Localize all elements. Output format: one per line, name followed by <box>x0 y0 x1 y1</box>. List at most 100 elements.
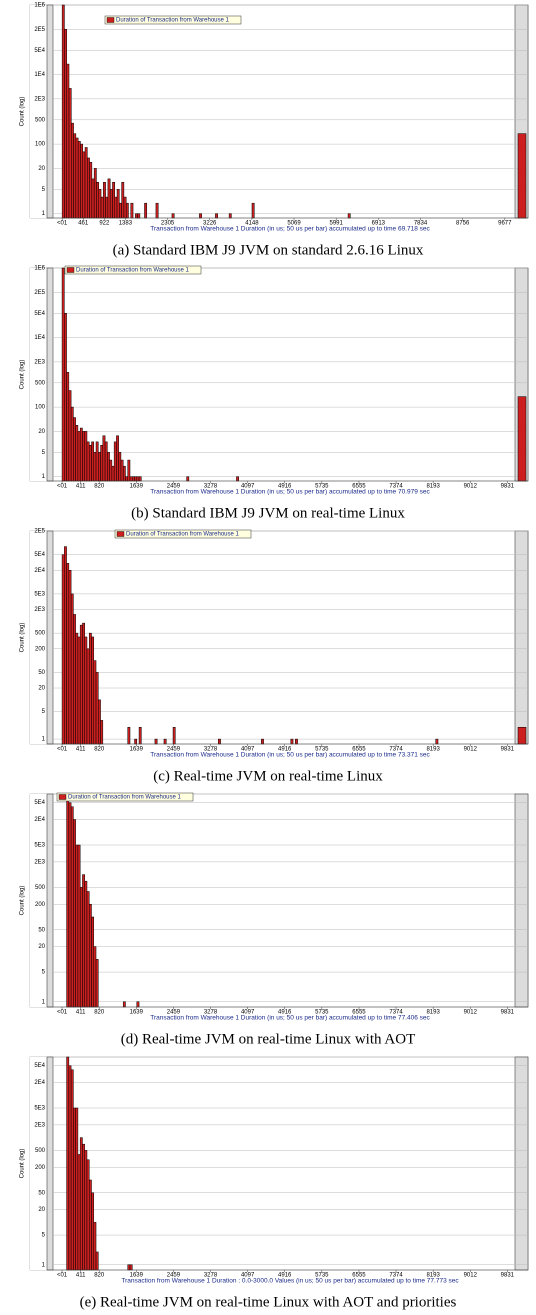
legend-label: Duration of Transaction from Warehouse 1 <box>116 18 229 24</box>
bar <box>84 147 88 219</box>
left-band <box>30 794 47 1007</box>
x-tick-label: 4916 <box>278 1273 292 1279</box>
bar <box>82 622 85 745</box>
bar <box>91 441 95 482</box>
bar <box>98 189 102 219</box>
y-tick-label: 5E3 <box>34 1106 45 1112</box>
x-axis-label: Transaction from Warehouse 1 Duration (i… <box>150 226 430 233</box>
plot-area <box>29 267 529 482</box>
y-tick-label: 100 <box>35 405 46 411</box>
legend-swatch <box>66 267 75 273</box>
x-tick-label: 4916 <box>278 747 292 753</box>
bar <box>127 1264 131 1271</box>
y-tick-label: 5E4 <box>34 1063 45 1069</box>
bar <box>77 431 81 482</box>
x-tick-label: <01 <box>57 221 68 227</box>
x-tick-label: 4097 <box>241 1010 255 1016</box>
x-tick-label: 2459 <box>167 484 181 490</box>
plot-area <box>29 793 529 1008</box>
bar <box>79 887 83 1008</box>
bar <box>86 891 90 1008</box>
bar <box>118 452 122 482</box>
bar <box>199 213 202 219</box>
y-tick-label: 5E4 <box>34 552 45 558</box>
bar <box>136 476 140 482</box>
caption: (d) Real-time JVM on real-time Linux wit… <box>121 1031 416 1047</box>
bar <box>172 727 176 745</box>
bar <box>163 738 167 745</box>
bar <box>77 1154 81 1271</box>
y-tick-label: 1 <box>42 211 46 217</box>
x-tick-label: 9831 <box>501 1273 515 1279</box>
bar <box>95 672 99 745</box>
x-tick-label: 1639 <box>130 747 144 753</box>
y-tick-label: 20 <box>38 166 45 172</box>
x-tick-label: 3226 <box>203 221 217 227</box>
bar <box>73 819 76 1008</box>
x-tick-label: 4097 <box>241 1273 255 1279</box>
y-tick-label: 2E3 <box>34 859 45 865</box>
y-tick-label: 1E4 <box>34 72 45 78</box>
bar <box>70 806 74 1008</box>
bar <box>155 202 159 219</box>
x-tick-label: 3278 <box>204 1010 218 1016</box>
x-tick-label: 3278 <box>204 484 218 490</box>
overflow-band <box>514 793 529 1008</box>
x-tick-label: 7374 <box>389 747 403 753</box>
x-tick-label: 6555 <box>352 1273 366 1279</box>
left-gray-band <box>46 4 54 219</box>
y-tick-label: 2E4 <box>34 1080 45 1086</box>
y-tick-label: 5E4 <box>34 48 45 54</box>
y-tick-label: 2E5 <box>34 529 45 535</box>
y-tick-label: 500 <box>35 1148 46 1154</box>
bar <box>73 1107 76 1271</box>
bar <box>73 133 77 219</box>
bar <box>64 29 67 219</box>
bar <box>70 593 74 745</box>
plot-area <box>29 530 529 745</box>
bar <box>290 738 294 745</box>
x-tick-label: 5069 <box>287 221 301 227</box>
y-tick-label: 50 <box>38 1190 45 1196</box>
x-tick-label: 2459 <box>167 1273 181 1279</box>
x-tick-label: 8756 <box>456 221 470 227</box>
left-gray-band <box>46 1056 54 1271</box>
x-tick-label: 411 <box>76 484 86 490</box>
x-tick-label: 9831 <box>501 484 515 490</box>
bar <box>93 1222 97 1271</box>
x-tick-label: 1383 <box>119 221 133 227</box>
y-axis-label: Count (log) <box>20 886 26 916</box>
bar <box>91 916 95 1008</box>
bar <box>125 202 129 219</box>
chart-panel: Count (log) 1 5 20 50 200 500 2E3 5E3 2E4 5E4 <01 41… <box>20 792 529 1047</box>
x-tick-label: 4148 <box>245 221 259 227</box>
chart-panel: Count (log) 1 5 20 50 200 500 2E3 5E3 2E4 5E4 <01 41… <box>20 1056 529 1310</box>
bar <box>186 476 190 482</box>
legend-swatch <box>106 17 115 23</box>
y-tick-label: 1E4 <box>34 335 45 341</box>
y-tick-label: 5E4 <box>34 311 45 317</box>
x-tick-label: 3278 <box>204 1273 218 1279</box>
bar <box>66 63 70 219</box>
x-tick-label: 411 <box>76 1273 86 1279</box>
bar <box>91 1192 95 1271</box>
x-tick-label: 5735 <box>315 1010 329 1016</box>
y-tick-label: 2E3 <box>34 1122 45 1128</box>
bar <box>119 202 122 219</box>
bar <box>104 441 108 482</box>
x-tick-label: 1639 <box>130 484 144 490</box>
bar <box>79 1137 83 1271</box>
y-tick-label: 1E6 <box>34 3 45 9</box>
bar <box>98 699 101 745</box>
bar <box>61 554 65 745</box>
overflow-bar <box>517 396 527 482</box>
bar <box>95 1251 99 1271</box>
x-tick-label: 9012 <box>464 747 478 753</box>
bar <box>93 452 97 482</box>
bar <box>102 435 106 482</box>
bar <box>138 727 142 745</box>
y-tick-label: 200 <box>35 1165 46 1171</box>
bar <box>66 1056 70 1271</box>
y-tick-label: 2E5 <box>34 27 45 33</box>
